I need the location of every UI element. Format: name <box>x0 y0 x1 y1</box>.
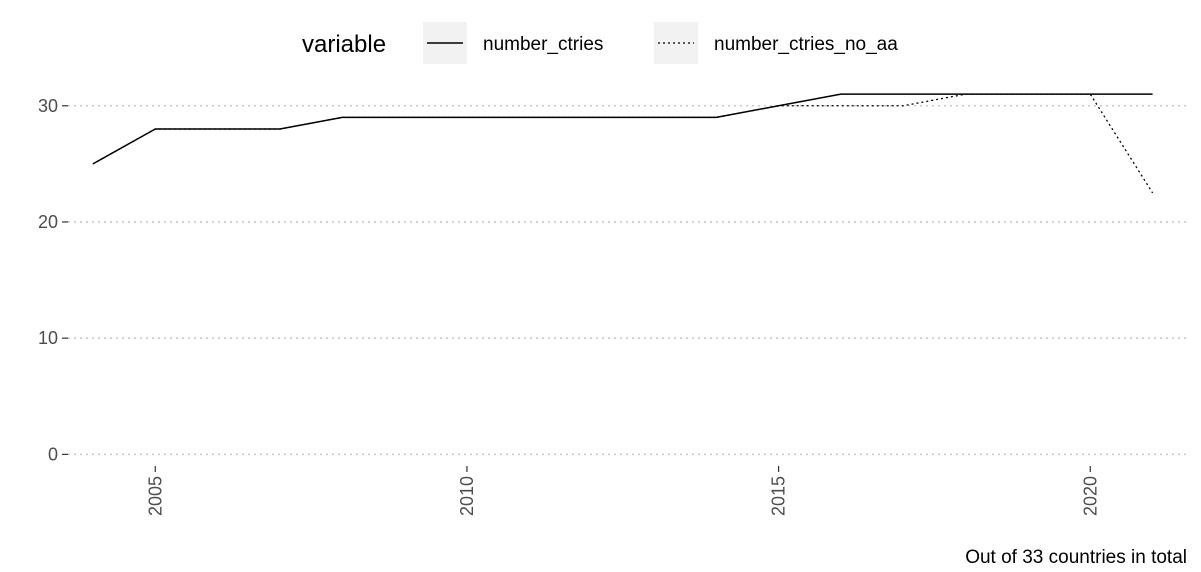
series-line-number_ctries_no_aa <box>92 93 1154 194</box>
chart-caption: Out of 33 countries in total <box>965 547 1187 568</box>
x-axis: 2005 2010 2015 2020 <box>145 466 1100 516</box>
y-tick-label: 20 <box>38 212 58 232</box>
y-axis: 0 10 20 30 <box>38 96 68 464</box>
gridlines <box>68 104 1190 456</box>
legend: variable number_ctries number_ctries_no_a… <box>302 22 898 64</box>
y-tick-label: 0 <box>48 444 58 464</box>
x-tick-label: 2010 <box>457 476 477 516</box>
legend-title: variable <box>302 31 386 58</box>
x-tick-label: 2020 <box>1080 476 1100 516</box>
y-tick-label: 10 <box>38 328 58 348</box>
x-tick-label: 2015 <box>769 476 789 516</box>
x-tick-label: 2005 <box>145 476 165 516</box>
series-lines <box>92 93 1154 194</box>
y-tick-label: 30 <box>38 96 58 116</box>
legend-label: number_ctries_no_aa <box>714 34 898 55</box>
series-line-number_ctries <box>92 93 1153 165</box>
legend-label: number_ctries <box>483 34 603 55</box>
legend-key-background <box>654 22 698 64</box>
legend-items: number_ctries number_ctries_no_aa <box>423 22 898 64</box>
